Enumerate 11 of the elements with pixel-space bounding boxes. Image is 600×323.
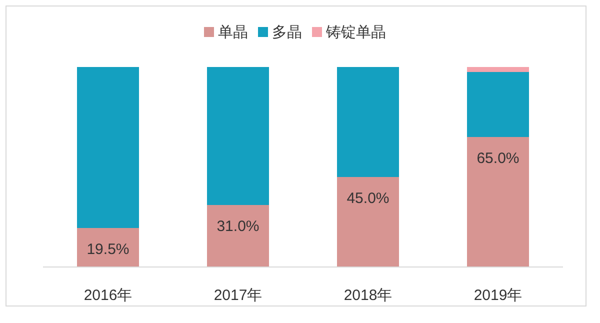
data-label: 31.0% bbox=[216, 218, 260, 235]
x-tick-label: 2017年 bbox=[214, 287, 262, 304]
legend-label: 多晶 bbox=[272, 24, 302, 41]
legend-label: 铸锭单晶 bbox=[325, 24, 386, 41]
x-tick-label: 2018年 bbox=[344, 287, 392, 304]
data-label: 65.0% bbox=[476, 150, 520, 167]
legend-label: 单晶 bbox=[218, 24, 248, 41]
x-tick-label: 2016年 bbox=[84, 287, 132, 304]
data-label: 45.0% bbox=[346, 190, 390, 207]
x-tick-label: 2019年 bbox=[474, 287, 522, 304]
data-label: 19.5% bbox=[86, 241, 130, 258]
